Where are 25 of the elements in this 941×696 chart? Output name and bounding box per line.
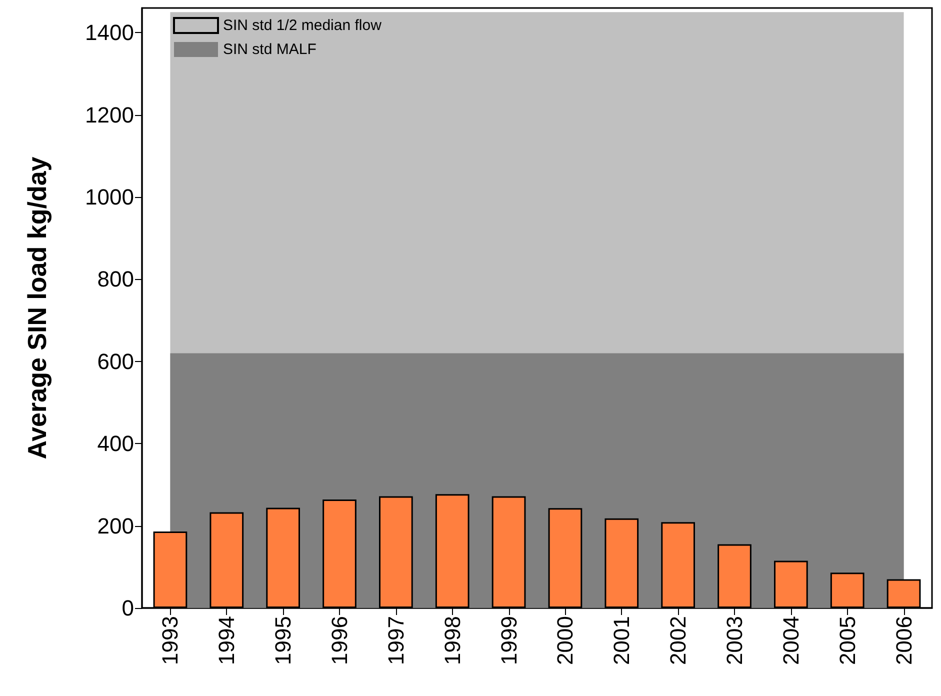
x-tick-label: 2000: [552, 616, 578, 665]
y-tick-label: 600: [97, 348, 134, 374]
y-tick-label: 200: [97, 513, 134, 538]
x-tick-label: 2003: [722, 616, 747, 665]
y-tick-label: 1000: [85, 184, 134, 210]
x-tick-label: 1994: [214, 616, 240, 665]
y-tick-label: 400: [97, 431, 134, 456]
legend-label: SIN std MALF: [223, 41, 316, 58]
x-tick-label: 1996: [327, 616, 352, 665]
x-tick-label: 2004: [778, 616, 804, 665]
x-tick-label: 1995: [270, 616, 296, 665]
x-tick-label: 2006: [891, 616, 916, 665]
x-tick-label: 1999: [496, 616, 522, 665]
x-tick-label: 2005: [834, 616, 860, 665]
y-tick-label: 800: [97, 266, 134, 292]
y-tick-label: 1400: [85, 20, 134, 46]
x-tick-label: 1997: [383, 616, 408, 665]
x-tick-label: 2001: [609, 616, 634, 665]
band-label: SIN std 1/2 median flow: [223, 17, 382, 34]
x-tick-label: 1998: [440, 616, 465, 665]
x-tick-label: 2002: [666, 616, 691, 665]
y-axis-title: Average SIN load kg/day: [22, 156, 52, 460]
y-tick-label: 0: [122, 596, 134, 620]
x-tick-label: 1993: [158, 616, 183, 665]
y-tick-label: 1200: [85, 102, 134, 128]
